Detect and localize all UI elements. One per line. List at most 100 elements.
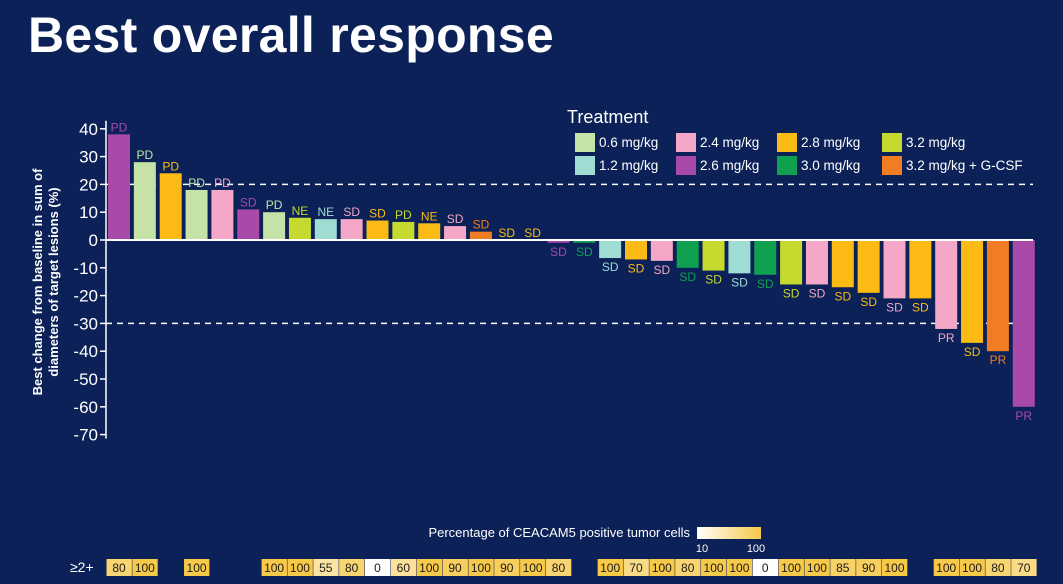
heatmap-cell-value: 100 bbox=[187, 561, 207, 575]
legend-label: 3.2 mg/kg + G-CSF bbox=[906, 158, 1023, 173]
legend-label: 1.2 mg/kg bbox=[599, 158, 658, 173]
heatmap-cell-value: 90 bbox=[500, 561, 514, 575]
response-label: SD bbox=[964, 345, 981, 359]
bar bbox=[418, 223, 441, 240]
response-label: SD bbox=[628, 261, 645, 275]
heatmap-cell bbox=[287, 559, 313, 576]
heatmap-cell-value: 100 bbox=[264, 561, 284, 575]
heatmap-cell-value: 100 bbox=[135, 561, 155, 575]
color-scale-max-label: 100 bbox=[747, 543, 765, 555]
heatmap-cell-value: 100 bbox=[807, 561, 827, 575]
response-label: SD bbox=[473, 218, 490, 232]
legend-swatch bbox=[777, 133, 797, 152]
heatmap-cell bbox=[675, 559, 701, 576]
heatmap-cell bbox=[339, 559, 365, 576]
heatmap-cell bbox=[106, 559, 132, 576]
heatmap-cell bbox=[545, 559, 572, 576]
response-label: SD bbox=[447, 212, 464, 226]
heatmap-cell-value: 90 bbox=[448, 561, 462, 575]
bar bbox=[676, 240, 699, 268]
heatmap-cell-value: 90 bbox=[862, 561, 876, 575]
response-label: PD bbox=[111, 120, 128, 134]
legend-label: 3.2 mg/kg bbox=[906, 135, 965, 150]
y-tick-label: -30 bbox=[73, 314, 98, 333]
heatmap-cell bbox=[520, 559, 546, 576]
heatmap-cell-value: 80 bbox=[681, 561, 695, 575]
bar bbox=[340, 219, 363, 240]
heatmap-cell-value: 100 bbox=[884, 561, 904, 575]
response-label: PR bbox=[938, 331, 955, 345]
heatmap-cell-value: 80 bbox=[991, 561, 1005, 575]
heatmap-cell bbox=[649, 559, 675, 576]
heatmap-cell-value: 60 bbox=[397, 561, 411, 575]
response-label: SD bbox=[757, 277, 774, 291]
heatmap-cell bbox=[778, 559, 804, 576]
response-label: PD bbox=[188, 176, 205, 190]
legend-label: 2.6 mg/kg bbox=[700, 158, 759, 173]
response-label: SD bbox=[886, 300, 903, 314]
bar bbox=[625, 240, 647, 260]
heatmap-cell-value: 100 bbox=[290, 561, 310, 575]
bar bbox=[909, 240, 932, 299]
y-tick-label: -50 bbox=[73, 370, 98, 389]
heatmap-cell bbox=[959, 559, 985, 576]
y-tick-label: -20 bbox=[73, 287, 98, 306]
response-label: SD bbox=[731, 275, 748, 289]
response-label: PD bbox=[395, 208, 412, 222]
heatmap-cell bbox=[856, 559, 882, 576]
bar bbox=[780, 240, 803, 285]
heatmap-cell-value: 100 bbox=[781, 561, 801, 575]
bar bbox=[805, 240, 828, 285]
heatmap-cell-value: 0 bbox=[374, 561, 381, 575]
heatmap-cell bbox=[442, 559, 468, 576]
heatmap-cell-value: 85 bbox=[836, 561, 850, 575]
heatmap-cell bbox=[597, 559, 623, 576]
response-label: SD bbox=[834, 289, 851, 303]
response-label: PR bbox=[990, 353, 1007, 367]
response-label: SD bbox=[576, 245, 593, 259]
heatmap-row-label: ≥2+ bbox=[70, 559, 94, 575]
response-label: SD bbox=[550, 245, 567, 259]
y-tick-label: 0 bbox=[89, 231, 98, 250]
response-label: PD bbox=[162, 159, 179, 173]
bar bbox=[288, 217, 311, 240]
heatmap-title: Percentage of CEACAM5 positive tumor cel… bbox=[428, 525, 690, 540]
response-label: NE bbox=[292, 204, 309, 218]
response-label: SD bbox=[524, 226, 541, 240]
heatmap-cell-value: 100 bbox=[523, 561, 543, 575]
response-label: PR bbox=[1015, 409, 1032, 423]
bar bbox=[185, 189, 208, 240]
y-tick-label: -10 bbox=[73, 259, 98, 278]
legend-swatch bbox=[882, 156, 902, 175]
response-label: SD bbox=[860, 295, 877, 309]
heatmap-cell bbox=[726, 559, 753, 576]
bar bbox=[573, 240, 596, 243]
response-label: SD bbox=[912, 300, 929, 314]
legend-swatch bbox=[575, 156, 595, 175]
heatmap-cell bbox=[701, 559, 727, 576]
response-label: SD bbox=[602, 260, 619, 274]
legend-title: Treatment bbox=[567, 107, 648, 127]
y-tick-label: 20 bbox=[79, 175, 98, 194]
bar bbox=[133, 162, 156, 240]
heatmap-cell bbox=[416, 559, 443, 576]
heatmap-cell bbox=[804, 559, 830, 576]
response-label: SD bbox=[679, 270, 696, 284]
heatmap-cell bbox=[261, 559, 287, 576]
heatmap-cell bbox=[1011, 559, 1037, 576]
bar bbox=[961, 240, 984, 343]
response-label: NE bbox=[421, 209, 438, 223]
bar bbox=[1012, 240, 1035, 407]
bar bbox=[831, 240, 854, 288]
bar bbox=[935, 240, 958, 329]
heatmap-cell bbox=[365, 559, 391, 576]
bar bbox=[392, 221, 415, 240]
heatmap-cell bbox=[830, 559, 856, 576]
bar bbox=[728, 240, 751, 274]
y-tick-label: -60 bbox=[73, 398, 98, 417]
bar bbox=[650, 240, 673, 261]
heatmap-cell-value: 100 bbox=[962, 561, 982, 575]
slide-title: Best overall response bbox=[28, 7, 554, 63]
legend-swatch bbox=[575, 133, 595, 152]
